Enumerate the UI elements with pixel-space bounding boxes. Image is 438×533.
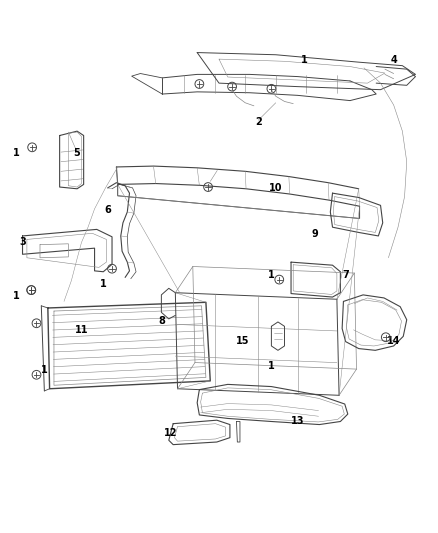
- Text: 13: 13: [291, 416, 304, 426]
- Text: 6: 6: [104, 205, 111, 215]
- Text: 1: 1: [13, 148, 19, 158]
- Text: 9: 9: [312, 229, 318, 239]
- Text: 1: 1: [13, 291, 19, 301]
- Text: 3: 3: [19, 238, 26, 247]
- Text: 14: 14: [387, 336, 400, 346]
- Text: 1: 1: [268, 361, 275, 371]
- Text: 1: 1: [41, 366, 48, 375]
- Text: 10: 10: [269, 183, 283, 193]
- Text: 4: 4: [390, 55, 397, 66]
- Text: 11: 11: [75, 325, 88, 335]
- Text: 1: 1: [268, 270, 275, 280]
- Text: 8: 8: [159, 316, 166, 326]
- Text: 2: 2: [255, 117, 261, 127]
- Text: 5: 5: [74, 148, 81, 158]
- Text: 7: 7: [342, 270, 349, 280]
- Text: 15: 15: [236, 336, 250, 346]
- Text: 12: 12: [164, 429, 178, 438]
- Text: 1: 1: [100, 279, 107, 289]
- Text: 1: 1: [301, 55, 307, 66]
